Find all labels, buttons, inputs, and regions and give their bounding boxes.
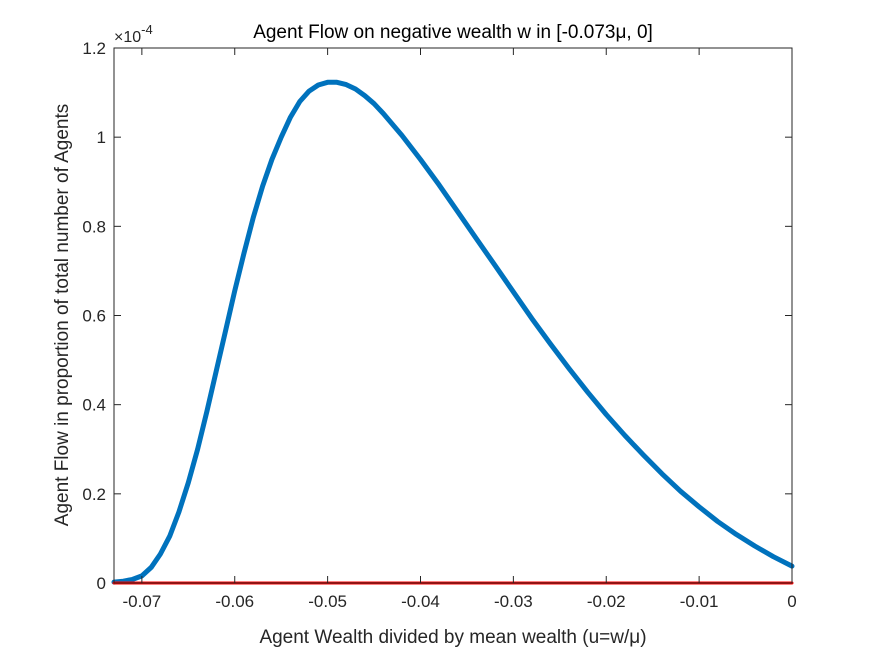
x-tick-label: -0.04 bbox=[401, 592, 440, 611]
y-axis-ticks: 0 0.2 0.4 0.6 0.8 1 1.2 bbox=[82, 39, 792, 593]
y-tick-label: 0.8 bbox=[82, 217, 106, 236]
x-tick-label: -0.06 bbox=[215, 592, 254, 611]
x-tick-label: -0.01 bbox=[680, 592, 719, 611]
y-axis-multiplier: ×10-4 bbox=[114, 22, 153, 46]
flow-series-line bbox=[111, 79, 795, 585]
y-tick-label: 0.6 bbox=[82, 307, 106, 326]
y-tick-label: 1.2 bbox=[82, 39, 106, 58]
y-axis-label: Agent Flow in proportion of total number… bbox=[52, 104, 73, 526]
x-axis-label: Agent Wealth divided by mean wealth (u=w… bbox=[259, 627, 646, 648]
y-axis-multiplier-base: ×10 bbox=[114, 29, 141, 46]
x-tick-label: -0.03 bbox=[494, 592, 533, 611]
y-tick-label: 0.4 bbox=[82, 396, 106, 415]
x-tick-label: 0 bbox=[787, 592, 796, 611]
chart-title: Agent Flow on negative wealth w in [-0.0… bbox=[253, 22, 653, 43]
x-tick-label: -0.07 bbox=[122, 592, 161, 611]
x-tick-label: -0.02 bbox=[587, 592, 626, 611]
y-tick-label: 0 bbox=[97, 574, 106, 593]
y-axis-multiplier-exponent: -4 bbox=[141, 22, 153, 37]
x-axis-ticks: -0.07 -0.06 -0.05 -0.04 -0.03 -0.02 -0.01 0 bbox=[122, 48, 797, 611]
x-tick-label: -0.05 bbox=[308, 592, 347, 611]
plot-area bbox=[114, 48, 792, 583]
y-tick-label: 1 bbox=[97, 128, 106, 147]
y-tick-label: 0.2 bbox=[82, 485, 106, 504]
